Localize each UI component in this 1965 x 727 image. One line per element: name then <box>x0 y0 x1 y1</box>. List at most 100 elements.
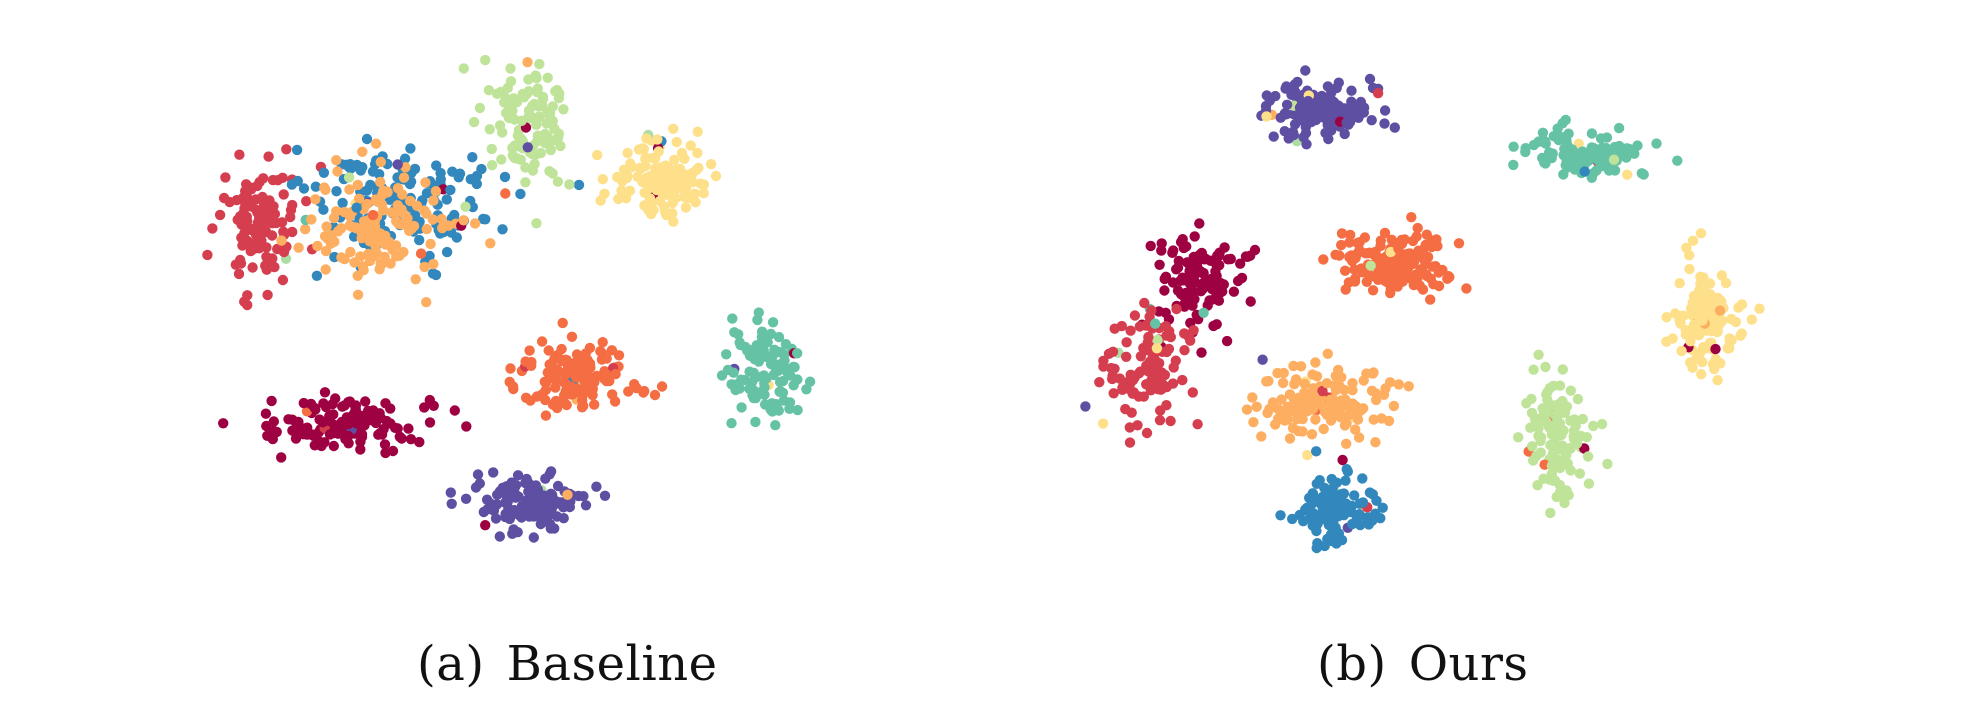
cluster-c3 <box>276 138 496 308</box>
scatter-point <box>625 158 636 169</box>
scatter-point <box>515 188 526 200</box>
scatter-point <box>692 126 703 137</box>
cluster-c1 <box>202 144 327 311</box>
scatter-point <box>1716 297 1727 308</box>
scatter-point <box>1388 400 1400 412</box>
scatter-point <box>344 184 355 195</box>
scatter-point <box>600 368 612 380</box>
scatter-point <box>1733 302 1744 313</box>
scatter-point <box>1161 346 1172 358</box>
scatter-point <box>331 186 342 197</box>
scatter-point <box>427 214 438 225</box>
scatter-point <box>1188 325 1199 336</box>
scatter-point <box>1366 115 1377 126</box>
scatter-point <box>1304 492 1315 504</box>
scatter-point <box>542 72 553 84</box>
scatter-point <box>461 421 472 432</box>
scatter-point <box>527 495 538 506</box>
scatter-point <box>408 220 420 232</box>
scatter-point <box>1676 345 1687 357</box>
scatter-point <box>1552 414 1563 425</box>
scatter-point <box>1393 379 1404 390</box>
scatter-point <box>1603 165 1615 176</box>
scatter-point <box>421 223 432 235</box>
scatter-point <box>693 162 704 174</box>
scatter-point <box>1361 276 1372 287</box>
scatter-point <box>1421 269 1432 280</box>
scatter-point <box>1413 245 1424 256</box>
scatter-point <box>622 147 633 159</box>
caption-label: Ours <box>1408 636 1529 692</box>
scatter-point <box>1125 369 1136 380</box>
scatter-point <box>566 331 578 342</box>
scatter-point <box>1412 222 1423 234</box>
scatter-point <box>399 209 410 220</box>
scatter-point <box>1349 264 1360 275</box>
scatter-point <box>536 336 548 347</box>
scatter-point <box>1613 122 1625 134</box>
scatter-point <box>1108 388 1119 399</box>
scatter-point <box>1341 464 1352 475</box>
scatter-point <box>1337 454 1348 466</box>
scatter-point <box>503 101 515 113</box>
scatter-point <box>470 482 482 493</box>
scatter-point <box>1349 490 1360 501</box>
scatter-point <box>449 405 460 416</box>
scatter-point <box>337 197 348 209</box>
scatter-point <box>1094 377 1105 388</box>
scatter-point <box>424 394 435 406</box>
scatter-point <box>1687 235 1699 246</box>
scatter-point <box>1318 504 1329 515</box>
scatter-point <box>1453 238 1465 249</box>
scatter-point <box>1754 303 1765 314</box>
scatter-point <box>520 177 531 188</box>
scatter-point <box>730 379 741 390</box>
scatter-point <box>500 93 511 104</box>
scatter-point <box>375 176 386 188</box>
scatter-point <box>513 509 525 521</box>
scatter-point <box>1322 401 1333 413</box>
scatter-point <box>276 217 288 228</box>
scatter-point <box>752 314 763 326</box>
scatter-point <box>1310 509 1321 521</box>
scatter-point <box>234 149 245 160</box>
scatter-point <box>428 195 439 206</box>
scatter-point <box>347 410 359 421</box>
scatter-point <box>557 317 568 329</box>
scatter-point <box>391 215 402 227</box>
scatter-point <box>537 93 549 105</box>
scatter-point <box>1554 462 1566 474</box>
cluster-c4 <box>1661 228 1765 386</box>
scatter-point <box>560 378 572 390</box>
scatter-point <box>262 289 273 301</box>
scatter-point <box>261 420 272 432</box>
cluster-c0 <box>218 387 472 463</box>
caption-label: Baseline <box>506 636 718 692</box>
scatter-point <box>1565 465 1576 476</box>
scatter-point <box>1160 321 1172 332</box>
scatter-point <box>1340 498 1351 509</box>
scatter-point <box>1279 415 1290 426</box>
scatter-point <box>671 136 682 148</box>
scatter-point <box>497 224 508 235</box>
scatter-point <box>636 163 647 174</box>
scatter-point <box>318 204 329 215</box>
scatter-point <box>1385 287 1396 299</box>
scatter-point <box>1651 138 1662 149</box>
scatter-point <box>1281 99 1293 111</box>
scatter-point <box>1579 166 1590 177</box>
scatter-point <box>1586 128 1598 139</box>
scatter-point <box>214 209 226 221</box>
scatter-point <box>1347 398 1358 409</box>
scatter-point <box>380 447 391 459</box>
scatter-point <box>1368 414 1379 425</box>
scatter-point <box>392 200 403 211</box>
scatter-point <box>268 425 279 437</box>
scatter-point <box>1545 507 1556 519</box>
scatter-point <box>1557 118 1568 129</box>
scatter-point <box>492 489 503 500</box>
scatter-point <box>512 470 524 481</box>
scatter-point <box>1377 271 1388 283</box>
scatter-point <box>505 363 516 374</box>
scatter-point <box>278 189 289 200</box>
